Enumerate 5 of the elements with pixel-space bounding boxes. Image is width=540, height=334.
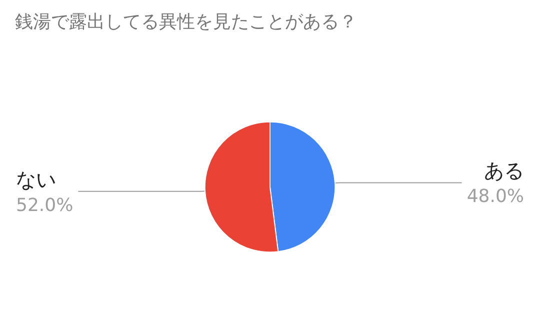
slice-label: ある [484, 158, 524, 183]
data-label: 48.0% [466, 186, 524, 208]
slice-label: ない [16, 167, 56, 192]
chart-title: 銭湯で露出してる異性を見たことがある？ [15, 12, 357, 32]
data-label: 52.0% [16, 194, 74, 216]
